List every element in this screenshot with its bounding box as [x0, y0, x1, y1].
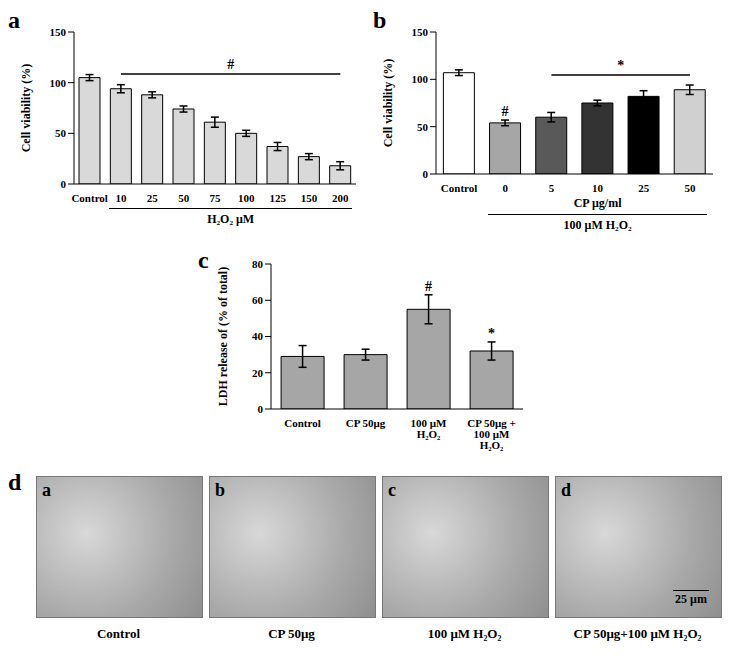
html-text:CP 50μg: CP 50μg: [268, 626, 315, 641]
svg-text:CP 50μg: CP 50μg: [346, 417, 386, 429]
html-text:CP 50μg+100 μM H₂O₂: CP 50μg+100 μM H₂O₂: [573, 626, 702, 641]
svg-text:CP 50μg +100 μMH₂O₂: CP 50μg +100 μMH₂O₂: [467, 417, 516, 451]
svg-text:20: 20: [252, 367, 264, 379]
svg-text:5: 5: [549, 182, 555, 194]
html-text:a: a: [8, 7, 20, 33]
html-text:Control: Control: [96, 626, 140, 641]
svg-text:10: 10: [116, 192, 128, 204]
svg-text:25: 25: [147, 192, 159, 204]
svg-text:Cell viability (%): Cell viability (%): [19, 64, 33, 153]
svg-text:*: *: [617, 58, 624, 73]
svg-text:150: 150: [50, 26, 67, 38]
svg-text:100: 100: [50, 77, 67, 89]
svg-text:0: 0: [423, 168, 429, 180]
html-text:b: b: [373, 7, 387, 33]
svg-text:50: 50: [684, 182, 696, 194]
svg-text:50: 50: [178, 192, 190, 204]
svg-text:150: 150: [412, 26, 429, 38]
html-text:H₂O₂ μM: H₂O₂ μM: [207, 212, 255, 226]
svg-text:#: #: [502, 104, 509, 119]
svg-text:80: 80: [252, 258, 264, 270]
svg-text:Control: Control: [71, 192, 107, 204]
html-text:25 μm: 25 μm: [675, 592, 707, 606]
svg-text:0: 0: [503, 182, 509, 194]
svg-text:25: 25: [638, 182, 650, 194]
svg-text:#: #: [227, 57, 234, 72]
svg-text:Control: Control: [284, 417, 320, 429]
svg-text:100: 100: [238, 192, 255, 204]
svg-text:0: 0: [61, 178, 67, 190]
svg-text:60: 60: [252, 294, 264, 306]
svg-text:LDH release of (% of total): LDH release of (% of total): [216, 267, 230, 406]
html-text:b: b: [215, 480, 225, 500]
svg-text:100 μMH₂O₂: 100 μMH₂O₂: [411, 417, 447, 440]
html-text:c: c: [388, 480, 396, 500]
html-text:c: c: [198, 247, 209, 273]
svg-text:50: 50: [55, 127, 67, 139]
svg-text:#: #: [425, 279, 432, 294]
html-text:d: d: [8, 469, 22, 495]
svg-text:150: 150: [301, 192, 318, 204]
svg-text:125: 125: [269, 192, 286, 204]
html-text:100 μM H₂O₂: 100 μM H₂O₂: [563, 218, 632, 232]
svg-text:75: 75: [210, 192, 222, 204]
svg-text:10: 10: [592, 182, 604, 194]
html-text:a: a: [42, 480, 51, 500]
svg-text:Control: Control: [441, 182, 477, 194]
svg-text:Cell viability (%): Cell viability (%): [381, 59, 395, 148]
svg-text:50: 50: [417, 121, 429, 133]
svg-text:0: 0: [258, 403, 264, 415]
html-text:CP μg/ml: CP μg/ml: [573, 196, 622, 210]
html-text:100 μM H₂O₂: 100 μM H₂O₂: [427, 626, 502, 641]
svg-text:*: *: [488, 326, 495, 341]
html-text:d: d: [561, 480, 571, 500]
svg-text:200: 200: [332, 192, 349, 204]
svg-text:100: 100: [412, 73, 429, 85]
svg-text:40: 40: [252, 330, 264, 342]
